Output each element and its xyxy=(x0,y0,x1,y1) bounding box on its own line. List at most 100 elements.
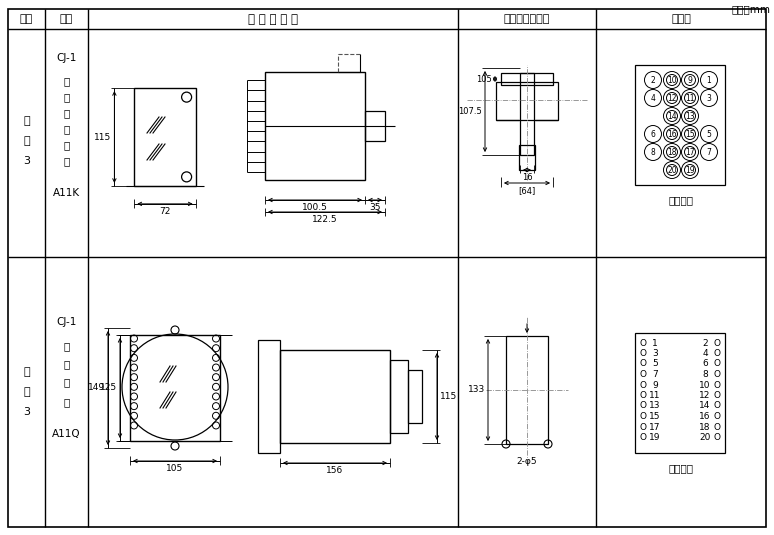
Text: 10: 10 xyxy=(667,75,676,85)
Text: 6: 6 xyxy=(702,360,708,369)
Text: 线: 线 xyxy=(63,156,70,166)
Text: O: O xyxy=(639,401,646,410)
Text: 5: 5 xyxy=(652,360,658,369)
Text: 2-φ5: 2-φ5 xyxy=(517,457,537,467)
Text: 15: 15 xyxy=(685,129,695,139)
Text: 端子图: 端子图 xyxy=(671,14,691,24)
Text: A11K: A11K xyxy=(53,188,80,198)
Text: 9: 9 xyxy=(652,380,658,389)
Bar xyxy=(635,65,725,185)
Text: [64]: [64] xyxy=(519,186,536,195)
Text: O: O xyxy=(639,433,646,442)
Text: 入: 入 xyxy=(63,92,70,102)
Text: 图: 图 xyxy=(23,387,30,397)
Text: 18: 18 xyxy=(699,423,711,432)
Text: 3: 3 xyxy=(23,156,30,166)
Text: 17: 17 xyxy=(649,423,661,432)
Text: 图号: 图号 xyxy=(20,14,33,24)
Bar xyxy=(390,360,408,433)
Text: 式: 式 xyxy=(63,108,70,118)
Text: O: O xyxy=(714,360,721,369)
Text: 2: 2 xyxy=(702,339,707,348)
Text: 8: 8 xyxy=(702,370,708,379)
Text: 10: 10 xyxy=(699,380,711,389)
Text: 附: 附 xyxy=(23,367,30,377)
Text: 7: 7 xyxy=(652,370,658,379)
Text: O: O xyxy=(639,339,646,348)
Text: 12: 12 xyxy=(700,391,711,400)
Text: O: O xyxy=(714,339,721,348)
Bar xyxy=(280,350,390,443)
Text: CJ-1: CJ-1 xyxy=(57,53,77,63)
Text: 11: 11 xyxy=(685,94,695,103)
Text: O: O xyxy=(639,412,646,421)
Bar xyxy=(135,88,196,186)
Text: 单位：mm: 单位：mm xyxy=(731,4,770,14)
Text: 156: 156 xyxy=(327,466,344,475)
Text: 16: 16 xyxy=(699,412,711,421)
Text: O: O xyxy=(714,349,721,358)
Text: O: O xyxy=(714,401,721,410)
Text: O: O xyxy=(639,391,646,400)
Text: （前视）: （前视） xyxy=(669,463,694,473)
Text: 外 形 尺 寸 图: 外 形 尺 寸 图 xyxy=(248,12,298,26)
Text: 附: 附 xyxy=(23,116,30,126)
Text: 107.5: 107.5 xyxy=(458,107,482,116)
Bar xyxy=(635,333,725,453)
Text: 12: 12 xyxy=(667,94,676,103)
Text: 3: 3 xyxy=(652,349,658,358)
Text: 6: 6 xyxy=(651,129,656,139)
Bar xyxy=(501,73,553,85)
Bar xyxy=(365,111,385,141)
Text: 嵌: 嵌 xyxy=(63,76,70,86)
Text: O: O xyxy=(639,423,646,432)
Text: 4: 4 xyxy=(702,349,707,358)
Text: 19: 19 xyxy=(649,433,661,442)
Text: 3: 3 xyxy=(23,407,30,417)
Bar xyxy=(130,335,220,441)
Text: 15: 15 xyxy=(649,412,661,421)
Text: 14: 14 xyxy=(700,401,711,410)
Text: 133: 133 xyxy=(467,386,485,394)
Text: 115: 115 xyxy=(440,392,457,401)
Text: 接: 接 xyxy=(63,140,70,150)
Bar xyxy=(496,82,558,120)
Text: （背视）: （背视） xyxy=(669,195,694,205)
Text: O: O xyxy=(714,391,721,400)
Text: 20: 20 xyxy=(700,433,711,442)
Bar xyxy=(519,145,535,170)
Text: 接: 接 xyxy=(63,377,70,387)
Text: 安装开孔尺寸图: 安装开孔尺寸图 xyxy=(504,14,550,24)
Text: O: O xyxy=(714,423,721,432)
Bar xyxy=(258,340,280,453)
Text: 72: 72 xyxy=(159,207,171,216)
Text: 16: 16 xyxy=(667,129,676,139)
Text: 板: 板 xyxy=(63,341,70,351)
Text: 前: 前 xyxy=(63,359,70,369)
Text: 122.5: 122.5 xyxy=(312,215,337,224)
Text: 16: 16 xyxy=(522,173,533,182)
Text: CJ-1: CJ-1 xyxy=(57,317,77,327)
Text: 35: 35 xyxy=(369,203,381,212)
Text: 125: 125 xyxy=(100,384,117,393)
Text: 4: 4 xyxy=(651,94,656,103)
Text: 18: 18 xyxy=(667,148,676,157)
Bar xyxy=(408,370,422,423)
Text: 20: 20 xyxy=(667,165,676,174)
Text: O: O xyxy=(639,349,646,358)
Bar xyxy=(506,336,548,444)
Text: 2: 2 xyxy=(651,75,656,85)
Text: 1: 1 xyxy=(707,75,711,85)
Text: 5: 5 xyxy=(707,129,711,139)
Text: 115: 115 xyxy=(94,133,111,141)
Text: 图: 图 xyxy=(23,136,30,146)
Text: 线: 线 xyxy=(63,397,70,407)
Text: O: O xyxy=(639,360,646,369)
Text: 8: 8 xyxy=(651,148,656,157)
Text: 1: 1 xyxy=(652,339,658,348)
Text: O: O xyxy=(639,370,646,379)
Text: 105: 105 xyxy=(476,74,492,83)
Text: 13: 13 xyxy=(649,401,661,410)
Text: O: O xyxy=(714,412,721,421)
Text: 7: 7 xyxy=(707,148,711,157)
